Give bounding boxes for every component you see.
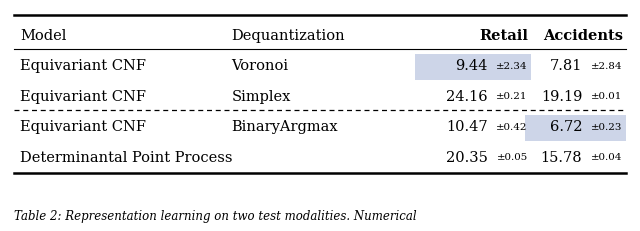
Text: 24.16: 24.16 <box>446 90 488 104</box>
Text: ±2.34: ±2.34 <box>497 62 528 71</box>
Text: Equivariant CNF: Equivariant CNF <box>20 59 147 73</box>
Text: ±0.23: ±0.23 <box>591 123 623 132</box>
Text: ±0.21: ±0.21 <box>497 92 528 101</box>
Bar <box>525 115 626 141</box>
Text: 15.78: 15.78 <box>541 151 582 165</box>
Text: 7.81: 7.81 <box>550 59 582 73</box>
Text: ±0.04: ±0.04 <box>591 153 623 162</box>
Text: ±0.01: ±0.01 <box>591 92 623 101</box>
Text: 19.19: 19.19 <box>541 90 582 104</box>
Text: Simplex: Simplex <box>231 90 291 104</box>
Text: 20.35: 20.35 <box>446 151 488 165</box>
Text: Model: Model <box>20 29 67 43</box>
Text: ±2.84: ±2.84 <box>591 62 623 71</box>
Text: 9.44: 9.44 <box>455 59 488 73</box>
Text: BinaryArgmax: BinaryArgmax <box>231 120 338 134</box>
Text: Table 2: Representation learning on two test modalities. Numerical: Table 2: Representation learning on two … <box>14 210 417 223</box>
Text: 6.72: 6.72 <box>550 120 582 134</box>
Text: Equivariant CNF: Equivariant CNF <box>20 90 147 104</box>
Text: Dequantization: Dequantization <box>231 29 345 43</box>
Bar <box>415 54 531 80</box>
Text: Determinantal Point Process: Determinantal Point Process <box>20 151 233 165</box>
Text: Retail: Retail <box>479 29 528 43</box>
Text: 10.47: 10.47 <box>446 120 488 134</box>
Text: ±0.05: ±0.05 <box>497 153 528 162</box>
Text: Voronoi: Voronoi <box>231 59 289 73</box>
Text: Accidents: Accidents <box>543 29 623 43</box>
Text: ±0.42: ±0.42 <box>497 123 528 132</box>
Text: Equivariant CNF: Equivariant CNF <box>20 120 147 134</box>
